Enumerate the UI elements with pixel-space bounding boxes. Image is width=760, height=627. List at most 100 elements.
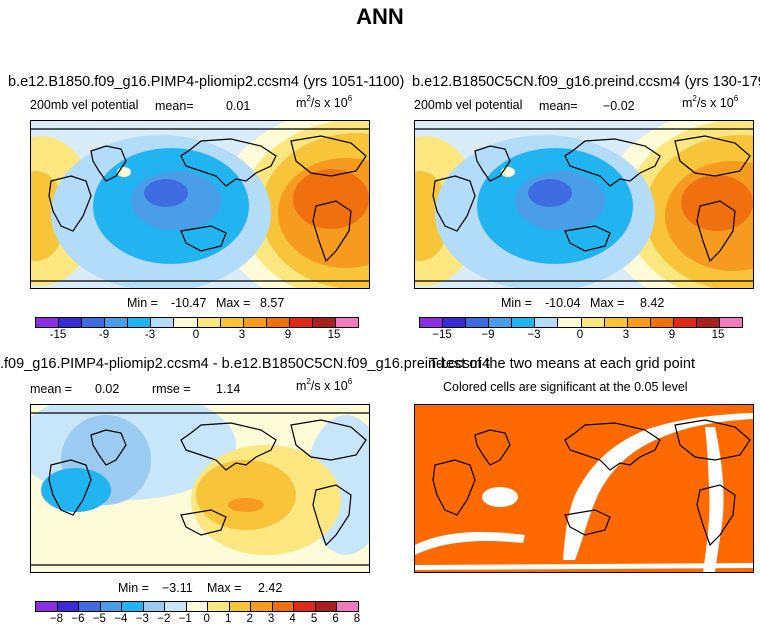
panel3-mean-label: mean = (30, 382, 73, 396)
panel3-title: .f09_g16.PIMP4-pliomip2.ccsm4 - b.e12.B1… (0, 356, 491, 372)
panel2-units: m2/s x 106 (682, 94, 739, 110)
colorbar-swatch (272, 602, 295, 611)
panel4-map (414, 404, 754, 573)
colorbar-swatch (174, 318, 198, 327)
colorbar-swatch (36, 602, 58, 611)
colorbar-swatch (59, 318, 83, 327)
colorbar-swatch (128, 318, 152, 327)
colorbar-swatch (186, 602, 209, 611)
panel1-mean-value: 0.01 (226, 99, 251, 113)
panel1-colorbar-ticks: -15 -9 -3 0 3 9 15 (35, 329, 357, 343)
colorbar-swatch (289, 318, 313, 327)
colorbar-swatch (266, 318, 290, 327)
panel3-map (30, 404, 370, 573)
colorbar-swatch (312, 318, 337, 327)
panel2-max-label: Max = (590, 296, 625, 310)
colorbar-tick-label: −9 (481, 329, 495, 341)
colorbar-swatch (243, 318, 267, 327)
panel3-min-label: Min = (118, 581, 149, 595)
panel1-units: m2/s x 106 (296, 94, 353, 110)
colorbar-swatch (336, 318, 359, 327)
colorbar-tick-label: 2 (246, 613, 253, 625)
panel4-subtitle: Colored cells are significant at the 0.0… (443, 380, 688, 394)
colorbar-swatch (443, 318, 467, 327)
colorbar-tick-label: 6 (332, 613, 339, 625)
colorbar-swatch (105, 318, 129, 327)
panel3-max-value: 2.42 (258, 581, 283, 595)
colorbar-swatch (151, 318, 175, 327)
colorbar-swatch (512, 318, 536, 327)
panel1-field (31, 121, 369, 288)
colorbar-swatch (604, 318, 628, 327)
colorbar-tick-label: 15 (711, 329, 725, 341)
colorbar-tick-label: 0 (576, 329, 584, 341)
panel2-colorbar (419, 317, 743, 328)
panel1-min-value: -10.47 (171, 296, 207, 310)
colorbar-tick-label: -9 (98, 329, 110, 341)
colorbar-tick-label: 0 (192, 329, 200, 341)
colorbar-tick-label: −15 (432, 329, 452, 341)
colorbar-tick-label: 3 (622, 329, 630, 341)
panel2-max-value: 8.42 (640, 296, 665, 310)
panel2-mean-label: mean= (539, 99, 578, 113)
colorbar-swatch (143, 602, 166, 611)
panel1-max-label: Max = (216, 296, 251, 310)
colorbar-swatch (558, 318, 582, 327)
panel4-significance-field (415, 405, 753, 572)
colorbar-swatch (208, 602, 230, 611)
panel1-max-value: 8.57 (260, 296, 285, 310)
panel2-colorbar-ticks: −15 −9 −3 0 3 9 15 (419, 329, 741, 343)
colorbar-tick-label: −8 (49, 613, 64, 625)
colorbar-swatch (79, 602, 101, 611)
colorbar-tick-label: -3 (144, 329, 156, 341)
colorbar-swatch (673, 318, 697, 327)
colorbar-swatch (466, 318, 490, 327)
panel3-units: m2/s x 106 (296, 377, 353, 393)
colorbar-swatch (165, 602, 187, 611)
colorbar-tick-label: 15 (327, 329, 341, 341)
panel3-min-value: −3.11 (162, 581, 193, 595)
panel3-colorbar (35, 601, 359, 612)
colorbar-tick-label: −1 (178, 613, 192, 625)
panel3-rmse-value: 1.14 (216, 382, 241, 396)
colorbar-tick-label: −3 (527, 329, 541, 341)
panel2-variable: 200mb vel potential (414, 98, 523, 112)
colorbar-swatch (720, 318, 743, 327)
panel1-colorbar (35, 317, 359, 328)
colorbar-swatch (627, 318, 651, 327)
panel1-map (30, 120, 370, 289)
panel2-field (415, 121, 753, 288)
panel3-rmse-label: rmse = (152, 382, 191, 396)
panel4-title: T-test of the two means at each grid poi… (429, 356, 695, 372)
panel3-max-label: Max = (207, 581, 242, 595)
panel3-colorbar-ticks: −8 −6 −5 −4 −3 −2 −1 0 1 2 3 4 5 6 8 (35, 613, 360, 627)
panel1-title: b.e12.B1850.f09_g16.PIMP4-pliomip2.ccsm4… (8, 74, 405, 90)
colorbar-swatch (489, 318, 513, 327)
panel1-min-label: Min = (127, 296, 158, 310)
colorbar-swatch (122, 602, 144, 611)
colorbar-swatch (535, 318, 559, 327)
panel3-field (31, 405, 369, 572)
colorbar-swatch (100, 602, 123, 611)
panel3-mean-value: 0.02 (95, 382, 120, 396)
colorbar-swatch (420, 318, 444, 327)
colorbar-tick-label: 9 (668, 329, 676, 341)
colorbar-swatch (197, 318, 221, 327)
panel1-mean-label: mean= (155, 99, 194, 113)
panel2-min-value: -10.04 (545, 296, 581, 310)
colorbar-swatch (294, 602, 316, 611)
panel2-map (414, 120, 754, 289)
colorbar-swatch (650, 318, 674, 327)
colorbar-swatch (82, 318, 106, 327)
colorbar-tick-label: 1 (224, 613, 232, 625)
colorbar-swatch (220, 318, 244, 327)
colorbar-swatch (315, 602, 338, 611)
panel2-min-label: Min = (501, 296, 532, 310)
colorbar-tick-label: −6 (71, 613, 85, 625)
colorbar-swatch (696, 318, 721, 327)
panel2-mean-value: −0.02 (603, 99, 635, 113)
colorbar-tick-label: 4 (289, 613, 296, 625)
colorbar-tick-label: −3 (135, 613, 149, 625)
panel2-title: b.e12.B1850C5CN.f09_g16.preind.ccsm4 (yr… (412, 74, 760, 90)
colorbar-tick-label: 9 (284, 329, 292, 341)
